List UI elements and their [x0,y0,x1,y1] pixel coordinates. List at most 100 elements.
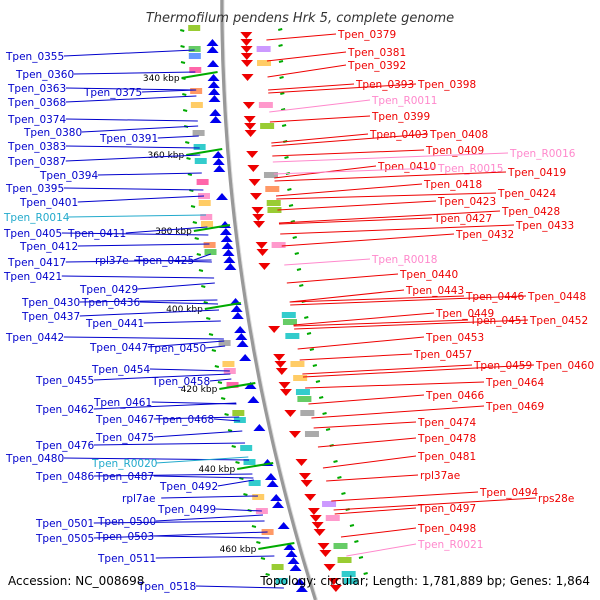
tick-mark [277,28,283,31]
forward-gene-arrow [239,354,252,361]
leader-line [273,167,437,175]
gene-label-forward: Tpen_0405 [3,228,62,240]
gene-label-reverse: Tpen_0478 [417,433,476,445]
gene-label-forward: Tpen_0461 [93,397,152,409]
leader-line [294,319,529,330]
gene-label-forward: Tpen_0486 [35,471,94,483]
cog-box [290,361,305,367]
reverse-gene-arrow [251,207,264,214]
forward-gene-arrow [295,585,308,592]
gene-label-reverse: Tpen_0419 [507,167,566,179]
forward-gene-arrow [230,305,243,312]
tick-mark [280,92,285,95]
gene-label-forward: Tpen_0476 [35,440,94,452]
tick-mark [322,412,327,415]
cog-box [263,172,278,178]
forward-gene-arrow [247,396,260,403]
leader-line [65,118,198,122]
tick-mark [220,397,226,400]
leader-line [274,171,507,182]
tick-mark [304,316,309,319]
cog-box [266,200,281,206]
leader-line [311,405,485,419]
tick-mark [206,317,211,320]
gene-label-forward: Tpen_R0020 [91,458,157,470]
gene-label-reverse: Tpen_0440 [399,269,458,281]
gene-label-reverse: Tpen_R0016 [509,148,576,160]
tick-mark [306,332,312,335]
reverse-gene-arrow [244,130,257,137]
kbp-label: 340 kbp [143,74,180,84]
kbp-label: 440 kbp [199,465,236,475]
gene-label-reverse: Tpen_0481 [417,451,476,463]
leader-line [147,340,225,348]
leader-line [293,319,469,327]
cog-box [188,53,201,59]
cog-box [343,578,358,584]
reverse-gene-arrow [241,74,254,81]
tick-mark [318,396,324,399]
gene-label-forward: Tpen_0430 [21,297,80,309]
leader-line [293,312,435,326]
forward-gene-arrow [208,95,221,102]
cog-box [281,312,296,318]
tick-mark [358,556,364,559]
tick-mark [280,108,286,111]
leader-line [153,416,240,420]
reverse-gene-arrow [307,508,320,515]
tick-mark [211,349,217,352]
cog-box [192,130,205,136]
gene-label-reverse: Tpen_0453 [425,332,484,344]
tick-mark [292,236,297,239]
tick-mark [287,188,292,191]
leader-line [93,402,237,410]
forward-gene-arrow [289,564,302,571]
leader-line [61,275,215,279]
leader-line [340,527,417,538]
leader-line [205,345,226,349]
cog-box [189,67,202,73]
cog-box [341,571,356,577]
cog-box [285,333,300,339]
cog-box [240,445,253,451]
gene-label-forward: Tpen_0505 [35,533,94,545]
cog-box [226,382,239,388]
leader-line [125,226,208,234]
cog-box [248,480,261,486]
leader-line [195,585,284,589]
tick-mark [203,301,208,304]
leader-line [153,430,243,438]
forward-gene-arrow [266,480,279,487]
gene-label-forward: Tpen_0492 [159,481,218,493]
tick-mark [217,381,223,384]
tick-mark [190,205,196,208]
gene-label-forward: Tpen_0441 [85,318,144,330]
gene-label-reverse: Tpen_0428 [501,206,560,218]
cog-box [267,207,282,213]
gene-label-forward: Tpen_0374 [7,114,66,126]
leader-line [73,71,196,75]
cog-box [258,102,273,108]
leader-line [272,149,425,157]
leader-line [269,115,371,123]
leader-line [302,364,473,375]
gene-label-reverse: Tpen_0399 [371,111,430,123]
leader-line [266,51,347,62]
tick-mark [214,365,220,368]
cog-box [243,459,256,465]
gene-label-forward: Tpen_0467 [95,414,154,426]
tick-mark [294,252,300,255]
leader-line [289,295,465,303]
gene-label-forward: Tpen_0475 [95,432,154,444]
leader-line [97,172,202,176]
leader-line [141,89,197,93]
accession-label: Accession: NC_008698 [8,574,144,588]
forward-gene-arrow [206,39,219,46]
gene-label-reverse: Tpen_R0015 [437,163,503,175]
tick-mark [265,573,270,576]
tick-mark [325,428,331,431]
kbp-label: 400 kbp [166,305,203,315]
leader-line [269,99,371,113]
tick-mark [278,44,283,47]
